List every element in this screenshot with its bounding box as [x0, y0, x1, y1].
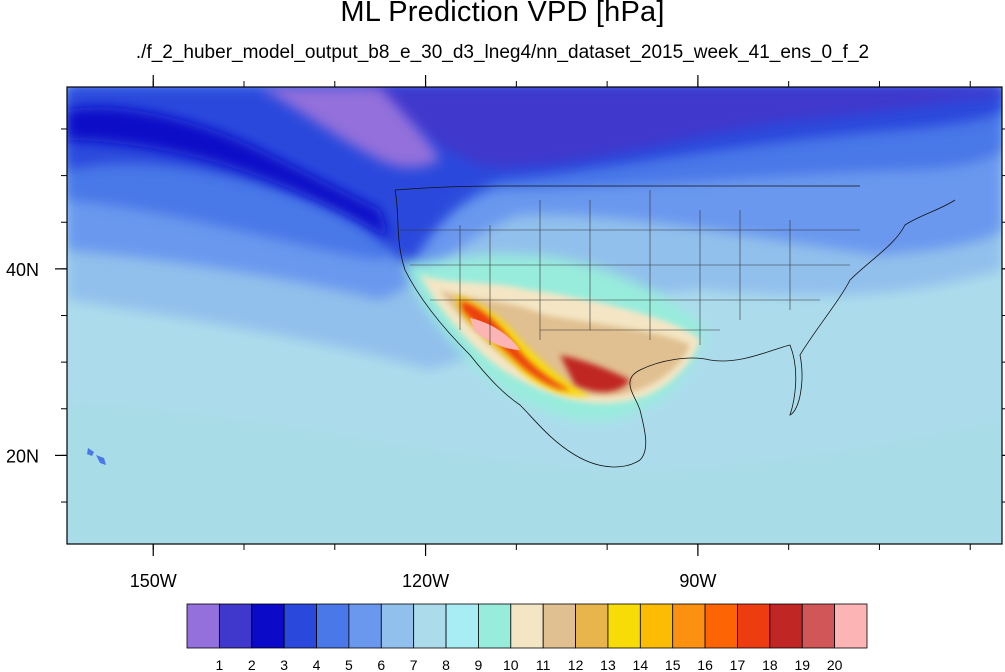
lon-tick-label: 120W: [402, 571, 449, 591]
chart-title: ML Prediction VPD [hPa]: [340, 0, 665, 28]
lat-tick-label: 40N: [6, 260, 39, 280]
colorbar-swatch: [316, 603, 350, 649]
colorbar-swatch: [380, 603, 415, 649]
colorbar-label: 7: [410, 657, 418, 672]
colorbar-swatch: [510, 603, 544, 649]
colorbar-label: 18: [762, 657, 778, 672]
colorbar-label: 15: [665, 657, 681, 672]
coastlines: [394, 185, 956, 468]
colorbar-swatch: [769, 603, 803, 649]
colorbar-swatch: [478, 603, 512, 649]
colorbar-swatch: [542, 603, 576, 649]
colorbar-label: 19: [794, 657, 810, 672]
vpd-field: [67, 87, 1002, 544]
colorbar-swatch: [283, 603, 317, 649]
colorbar-label: 12: [568, 657, 584, 672]
lon-tick-label: 90W: [679, 571, 716, 591]
colorbar-swatch: [704, 603, 738, 649]
colorbar-swatch: [672, 603, 706, 649]
colorbar-swatch: [413, 603, 447, 649]
colorbar-label: 4: [313, 657, 321, 672]
colorbar-swatch: [186, 603, 220, 649]
colorbar: 1 2 3 4 5 6 7 8 9 10 11 12 13 14 15 16 17 18 19 20: [186, 603, 868, 672]
colorbar-label: 13: [600, 657, 616, 672]
colorbar-swatch: [575, 603, 609, 649]
lat-tick-label: 20N: [6, 446, 39, 466]
colorbar-label: 2: [248, 657, 256, 672]
colorbar-label: 1: [215, 657, 223, 672]
colorbar-label: 20: [827, 657, 843, 672]
colorbar-swatch: [737, 603, 771, 649]
colorbar-label: 11: [536, 657, 551, 672]
colorbar-swatch: [348, 603, 382, 649]
colorbar-label: 14: [633, 657, 649, 672]
chart-subtitle: ./f_2_huber_model_output_b8_e_30_d3_lneg…: [135, 42, 870, 63]
colorbar-label: 17: [730, 657, 746, 672]
colorbar-label: 10: [503, 657, 519, 672]
colorbar-swatch: [251, 603, 285, 649]
axis-ticks: 150W 120W 90W 40N 20N: [6, 75, 1005, 591]
colorbar-swatch: [445, 603, 479, 649]
colorbar-swatch: [639, 603, 674, 649]
colorbar-swatch: [218, 603, 253, 649]
lon-tick-label: 150W: [130, 571, 177, 591]
colorbar-label: 5: [345, 657, 353, 672]
colorbar-label: 3: [280, 657, 288, 672]
colorbar-swatch: [834, 603, 868, 649]
colorbar-label: 16: [697, 657, 713, 672]
colorbar-label: 6: [377, 657, 385, 672]
state-borders: [400, 190, 860, 345]
colorbar-swatch: [607, 603, 641, 649]
colorbar-label: 9: [475, 657, 483, 672]
colorbar-swatch: [801, 603, 836, 649]
colorbar-label: 8: [442, 657, 450, 672]
